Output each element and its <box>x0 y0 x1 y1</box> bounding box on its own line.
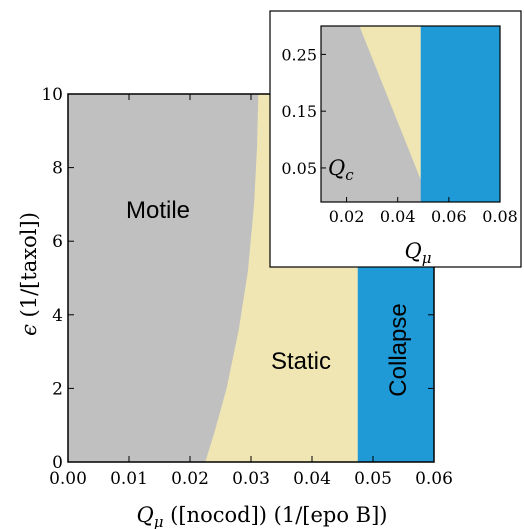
y-tick-label: 0 <box>52 453 63 473</box>
y-tick-label: 10 <box>41 85 63 105</box>
main-y-axis-title: ϵ (1/[taxol]) <box>17 212 41 336</box>
y-tick-label: 6 <box>52 232 63 252</box>
inset-motile-region <box>321 26 430 202</box>
inset-plot-frame <box>320 25 501 203</box>
x-tick-label: 0.05 <box>354 469 392 489</box>
y-tick-label: 4 <box>52 306 63 326</box>
motile-label: Motile <box>126 197 190 224</box>
inset-y-tick-label: 0.15 <box>281 102 317 121</box>
y-tick-label: 2 <box>52 379 63 399</box>
x-tick-label: 0.02 <box>171 469 209 489</box>
x-tick-label: 0.00 <box>49 469 87 489</box>
collapse-label: Collapse <box>385 303 412 396</box>
inset-x-tick-label: 0.08 <box>482 207 518 226</box>
x-tick-label: 0.03 <box>232 469 270 489</box>
motile-region <box>68 94 259 462</box>
x-tick-label: 0.01 <box>110 469 148 489</box>
inset-ticks: 0.02 0.04 0.06 0.08 0.05 0.15 0.25 <box>281 45 517 226</box>
inset-plot: 0.02 0.04 0.06 0.08 0.05 0.15 0.25 Qc Qμ <box>269 10 522 268</box>
inset-y-axis-title: Qc <box>328 156 354 184</box>
x-tick-label: 0.04 <box>293 469 331 489</box>
inset-x-tick-label: 0.06 <box>431 207 467 226</box>
inset-x-tick-label: 0.02 <box>329 207 365 226</box>
main-x-axis-title: Qμ ([nocod]) (1/[epo B]) <box>137 503 388 529</box>
main-ticks: 0.00 0.01 0.02 0.03 0.04 0.05 0.06 0 2 4 6 8 10 <box>41 85 453 489</box>
inset-x-tick-label: 0.04 <box>380 207 416 226</box>
y-tick-label: 8 <box>52 159 63 179</box>
inset-y-tick-label: 0.25 <box>281 45 317 64</box>
inset-y-tick-label: 0.05 <box>281 159 317 178</box>
static-label: Static <box>271 348 331 375</box>
inset-x-axis-title: Qμ <box>405 239 432 267</box>
inset-collapse-region <box>420 26 500 202</box>
x-tick-label: 0.06 <box>415 469 453 489</box>
